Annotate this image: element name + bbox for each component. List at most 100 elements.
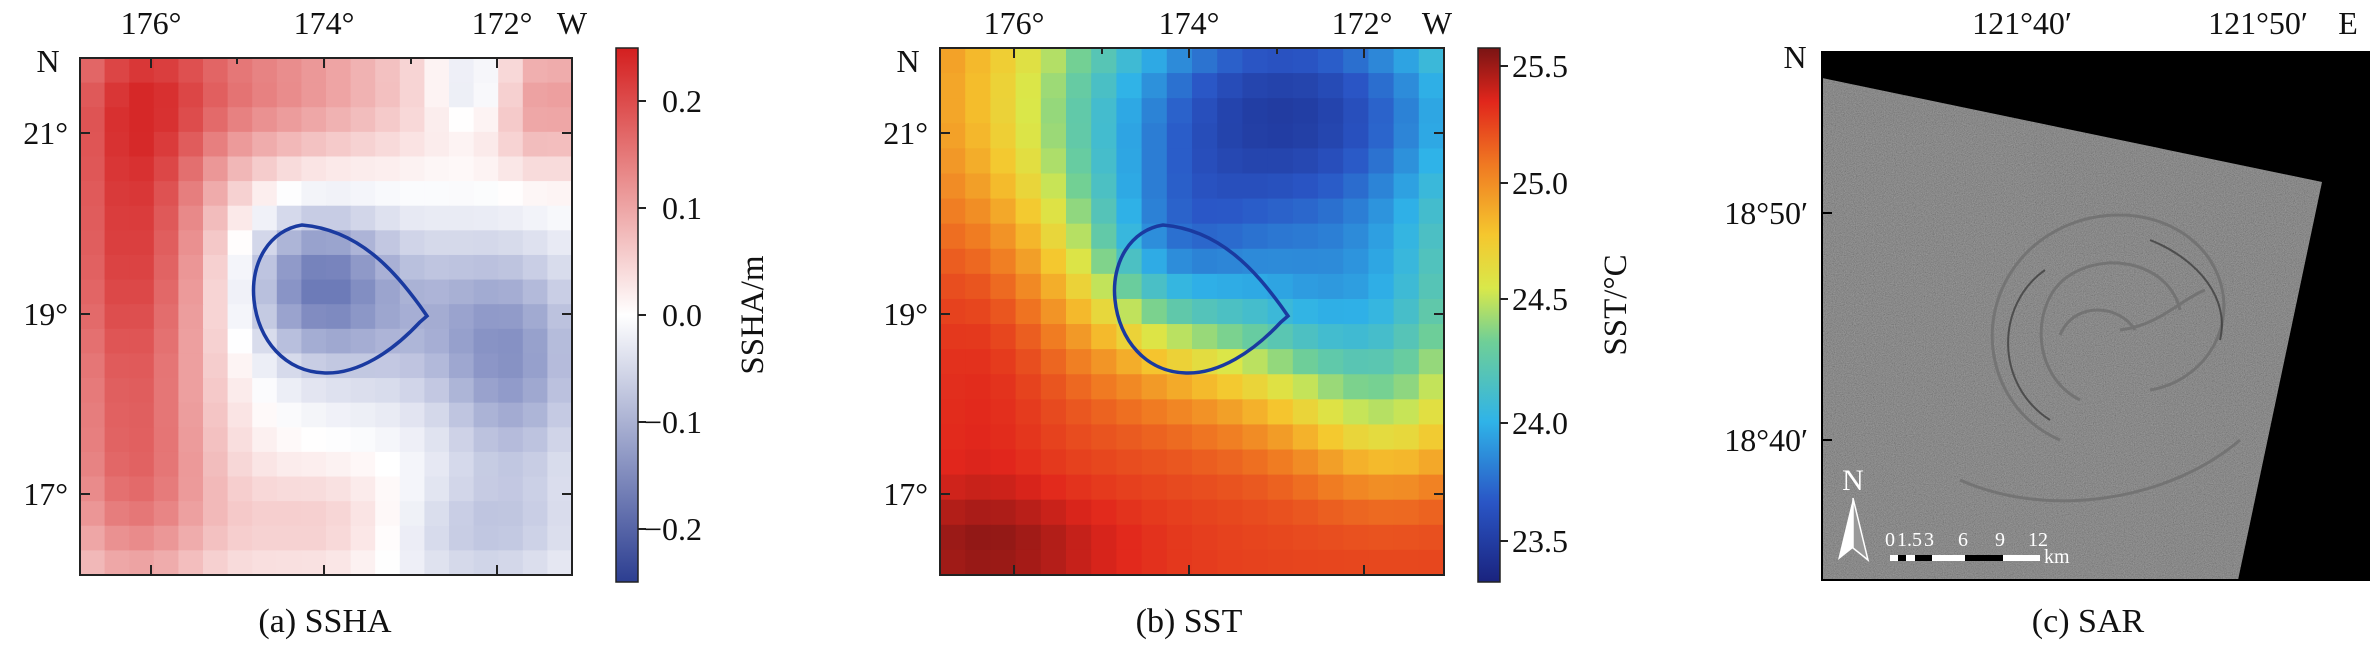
heatmap-cell <box>473 550 499 576</box>
heatmap-cell <box>547 427 573 453</box>
heatmap-cell <box>1343 524 1369 551</box>
heatmap-cell <box>498 550 524 576</box>
heatmap-cell <box>1267 324 1294 350</box>
heatmap-cell <box>203 107 229 133</box>
heatmap-cell <box>80 279 106 305</box>
heatmap-cell <box>1166 474 1193 501</box>
heatmap-cell <box>227 328 253 355</box>
heatmap-cell <box>1066 524 1092 551</box>
heatmap-cell <box>1368 223 1395 250</box>
heatmap-cell <box>301 107 327 133</box>
heatmap-cell <box>1393 123 1420 149</box>
heatmap-cell <box>104 230 130 256</box>
heatmap-cell <box>326 476 352 502</box>
heatmap-cell <box>350 279 376 305</box>
heatmap-cell <box>129 501 155 527</box>
heatmap-cell <box>1066 549 1092 576</box>
heatmap-cell <box>1368 549 1395 576</box>
north-arrow-icon: N <box>1838 464 1870 562</box>
heatmap-cell <box>1217 173 1243 200</box>
heatmap-cell <box>1368 399 1395 426</box>
heatmap-cell <box>424 353 450 379</box>
heatmap-cell <box>399 131 425 158</box>
heatmap-cell <box>1343 73 1369 99</box>
heatmap-cell <box>153 501 179 527</box>
heatmap-cell <box>1066 223 1092 250</box>
heatmap-cell <box>473 451 499 478</box>
heatmap-cell <box>498 451 524 478</box>
heatmap-cell <box>350 378 376 404</box>
heatmap-cell <box>104 58 130 84</box>
heatmap-cell <box>1418 273 1445 300</box>
heatmap-cell <box>129 279 155 305</box>
panel-sar: 121°40′ 121°50′ E N 18°50′ 18°40′ N 0 1.… <box>1724 5 2370 640</box>
heatmap-cell <box>990 248 1017 275</box>
heatmap-cell <box>178 58 204 84</box>
heatmap-cell <box>326 402 352 428</box>
heatmap-cell <box>424 402 450 428</box>
heatmap-cell <box>424 107 450 133</box>
heatmap-cell <box>1040 399 1067 426</box>
heatmap-cell <box>498 427 524 453</box>
sst-lat-tick-19: 19° <box>883 296 928 332</box>
heatmap-cell <box>252 107 278 133</box>
heatmap-cell <box>1418 223 1445 250</box>
heatmap-cell <box>1141 148 1168 175</box>
heatmap-cell <box>227 525 253 551</box>
heatmap-cell <box>153 131 179 158</box>
heatmap-cell <box>1343 298 1369 325</box>
sar-lat-dir: N <box>1783 39 1806 75</box>
heatmap-cell <box>326 550 352 576</box>
heatmap-cell <box>80 304 106 330</box>
heatmap-cell <box>424 205 450 231</box>
heatmap-cell <box>1116 524 1143 551</box>
heatmap-cell <box>153 205 179 231</box>
heatmap-cell <box>80 451 106 478</box>
heatmap-cell <box>350 550 376 576</box>
heatmap-cell <box>940 424 966 451</box>
heatmap-cell <box>990 499 1017 526</box>
heatmap-cell <box>1418 248 1445 275</box>
heatmap-cell <box>1166 499 1193 526</box>
heatmap-cell <box>80 254 106 281</box>
heatmap-cell <box>178 402 204 428</box>
heatmap-cell <box>153 402 179 428</box>
heatmap-cell <box>990 298 1017 325</box>
heatmap-cell <box>301 58 327 84</box>
heatmap-cell <box>104 550 130 576</box>
heatmap-cell <box>326 156 352 182</box>
heatmap-cell <box>449 451 475 478</box>
heatmap-cell <box>203 353 229 379</box>
heatmap-cell <box>1418 98 1445 124</box>
heatmap-cell <box>104 107 130 133</box>
heatmap-cell <box>547 451 573 478</box>
heatmap-cell <box>1091 324 1117 350</box>
heatmap-cell <box>990 474 1017 501</box>
heatmap-cell <box>178 525 204 551</box>
heatmap-cell <box>1116 399 1143 426</box>
heatmap-cell <box>1242 198 1269 225</box>
heatmap-cell <box>1393 248 1420 275</box>
heatmap-cell <box>522 378 548 404</box>
heatmap-cell <box>990 549 1017 576</box>
heatmap-cell <box>301 304 327 330</box>
heatmap-cell <box>1343 148 1369 175</box>
heatmap-cell <box>522 402 548 428</box>
heatmap-cell <box>1192 73 1218 99</box>
heatmap-cell <box>1066 324 1092 350</box>
heatmap-cell <box>375 107 401 133</box>
heatmap-cell <box>1066 499 1092 526</box>
ssha-cb-tick-4: −0.2 <box>644 511 702 547</box>
heatmap-cell <box>1166 123 1193 149</box>
heatmap-cell <box>1368 198 1395 225</box>
heatmap-cell <box>547 550 573 576</box>
heatmap-cell <box>1040 73 1067 99</box>
heatmap-cell <box>326 501 352 527</box>
heatmap-cell <box>965 198 991 225</box>
heatmap-cell <box>203 279 229 305</box>
heatmap-cell <box>1015 374 1042 400</box>
heatmap-cell <box>350 131 376 158</box>
heatmap-cell <box>350 501 376 527</box>
heatmap-cell <box>1066 298 1092 325</box>
heatmap-cell <box>1166 399 1193 426</box>
